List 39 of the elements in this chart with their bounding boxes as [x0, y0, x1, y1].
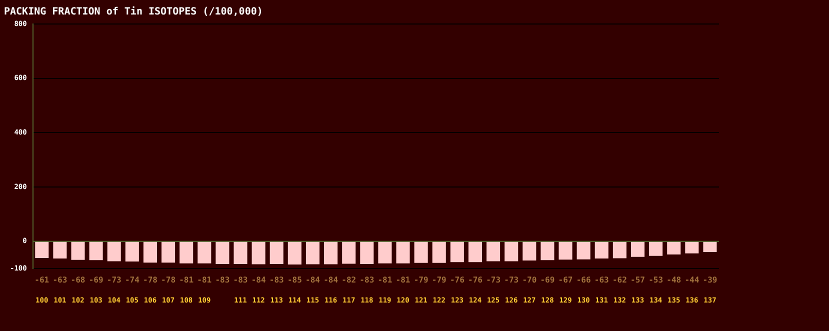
data-label: -74 [124, 276, 140, 285]
data-label: -61 [34, 276, 50, 285]
data-label: -82 [342, 276, 356, 285]
data-label: -81 [396, 276, 410, 285]
data-label: -84 [324, 276, 338, 285]
data-label: -70 [522, 276, 537, 285]
data-label: -83 [233, 276, 248, 285]
data-label: -66 [576, 276, 591, 285]
data-label: -83 [215, 276, 230, 285]
data-label: -83 [269, 276, 284, 285]
data-label: -68 [70, 276, 86, 285]
data-label: -73 [106, 276, 122, 285]
data-label: -84 [306, 276, 320, 285]
data-label: -78 [161, 276, 176, 285]
data-label: -81 [378, 276, 392, 285]
data-label: -79 [414, 276, 428, 285]
chart-title: PACKING FRACTION of Tin ISOTOPES (/100,000) [4, 6, 263, 18]
data-label: -73 [504, 276, 519, 285]
data-label: -44 [684, 276, 700, 285]
data-label: -63 [52, 276, 68, 285]
data-label: -81 [179, 276, 194, 285]
data-label: -69 [540, 276, 555, 285]
data-label: -39 [702, 276, 718, 285]
data-label: -67 [558, 276, 573, 285]
data-label: -48 [666, 276, 682, 285]
data-label: -57 [630, 276, 646, 285]
data-label: -79 [432, 276, 447, 285]
data-label: -76 [468, 276, 483, 285]
data-label: -78 [142, 276, 158, 285]
data-label: -62 [612, 276, 628, 285]
data-label: -53 [648, 276, 664, 285]
data-label: -76 [450, 276, 465, 285]
data-label: -85 [287, 276, 302, 285]
data-label: -69 [88, 276, 104, 285]
data-label: -83 [360, 276, 374, 285]
data-label: -81 [197, 276, 212, 285]
data-label: -63 [594, 276, 610, 285]
data-label: -73 [486, 276, 501, 285]
data-label: -84 [251, 276, 266, 285]
